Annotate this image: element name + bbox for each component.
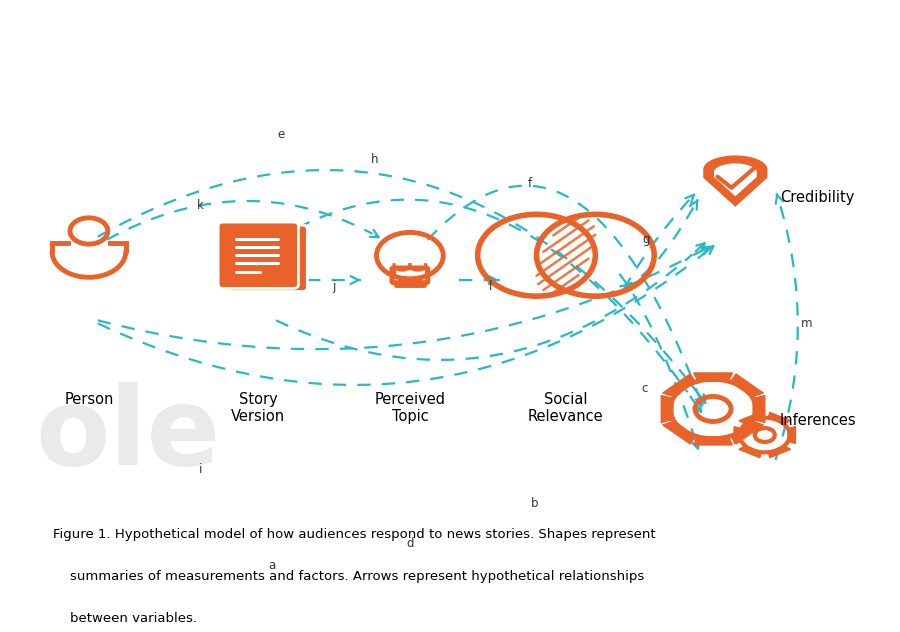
- Polygon shape: [694, 437, 733, 445]
- Polygon shape: [662, 374, 696, 397]
- Text: d: d: [406, 537, 414, 550]
- Text: j: j: [332, 280, 336, 293]
- Text: l: l: [489, 280, 491, 293]
- Polygon shape: [753, 396, 765, 422]
- Text: e: e: [277, 128, 284, 141]
- Polygon shape: [712, 162, 759, 198]
- Text: summaries of measurements and factors. Arrows represent hypothetical relationshi: summaries of measurements and factors. A…: [53, 570, 644, 583]
- Polygon shape: [769, 446, 790, 458]
- FancyBboxPatch shape: [218, 222, 299, 288]
- Text: b: b: [531, 497, 538, 509]
- Polygon shape: [739, 412, 761, 424]
- Polygon shape: [769, 412, 790, 424]
- Polygon shape: [662, 422, 696, 444]
- Text: k: k: [197, 199, 203, 212]
- Text: f: f: [528, 178, 532, 190]
- Text: Perceived
Topic: Perceived Topic: [374, 392, 446, 424]
- Polygon shape: [662, 396, 673, 422]
- Polygon shape: [739, 446, 761, 458]
- Polygon shape: [788, 427, 796, 444]
- Text: ole: ole: [35, 382, 220, 488]
- Polygon shape: [734, 427, 742, 444]
- Polygon shape: [694, 373, 733, 381]
- Text: Story
Version: Story Version: [231, 392, 285, 424]
- Text: h: h: [371, 153, 378, 166]
- Text: Credibility: Credibility: [780, 190, 854, 205]
- Text: Figure 1. Hypothetical model of how audiences respond to news stories. Shapes re: Figure 1. Hypothetical model of how audi…: [53, 528, 656, 541]
- Text: m: m: [801, 317, 813, 330]
- Text: Person: Person: [64, 392, 113, 406]
- Text: Social
Relevance: Social Relevance: [528, 392, 604, 424]
- FancyBboxPatch shape: [227, 225, 307, 291]
- Text: c: c: [641, 382, 648, 395]
- Text: g: g: [643, 233, 650, 246]
- Polygon shape: [703, 155, 768, 207]
- Polygon shape: [731, 422, 763, 444]
- Text: a: a: [268, 559, 275, 572]
- Polygon shape: [731, 374, 763, 397]
- Text: i: i: [199, 463, 202, 476]
- Text: Inferences: Inferences: [780, 413, 857, 428]
- Text: between variables.: between variables.: [53, 612, 197, 625]
